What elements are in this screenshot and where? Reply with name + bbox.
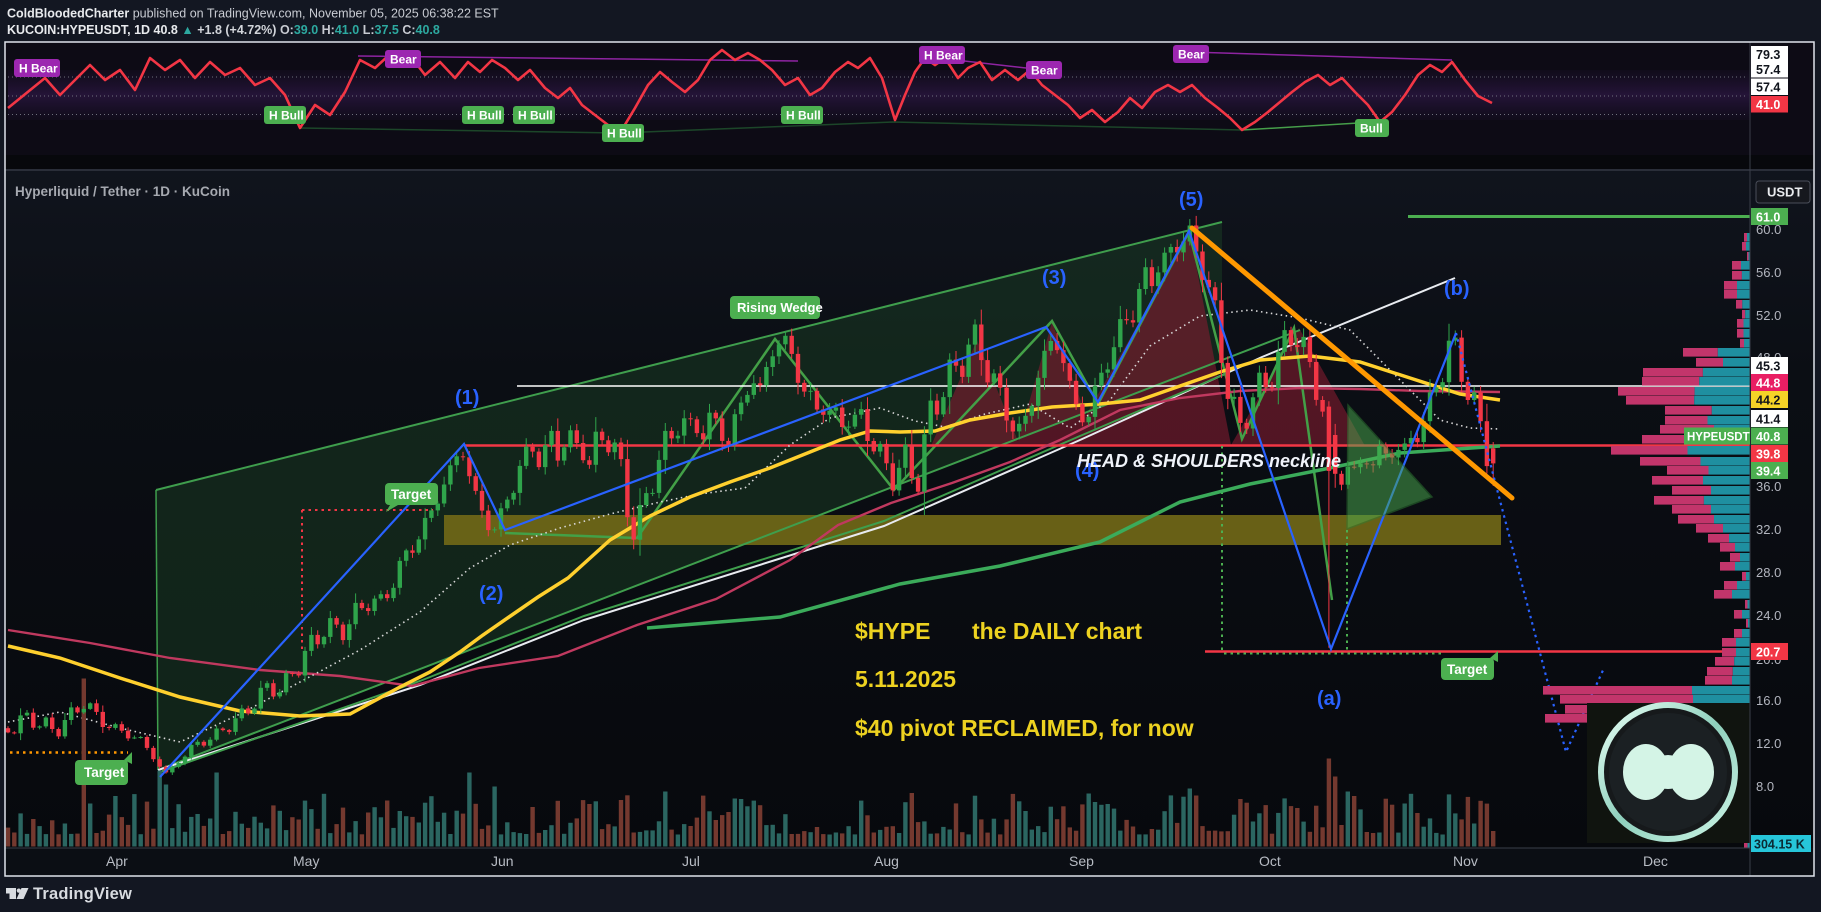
svg-text:(a): (a): [1317, 688, 1341, 710]
svg-text:36.0: 36.0: [1756, 479, 1781, 494]
svg-text:HEAD & SHOULDERS neckline: HEAD & SHOULDERS neckline: [1077, 451, 1341, 471]
svg-text:Bear: Bear: [1178, 48, 1205, 62]
svg-text:Target: Target: [391, 487, 432, 502]
svg-text:Rising Wedge: Rising Wedge: [737, 300, 823, 315]
svg-text:Bear: Bear: [390, 53, 417, 67]
svg-text:20.7: 20.7: [1756, 646, 1780, 660]
svg-text:57.4: 57.4: [1756, 81, 1780, 95]
svg-text:Oct: Oct: [1259, 853, 1281, 869]
svg-text:Bear: Bear: [1031, 64, 1058, 78]
svg-text:41.0: 41.0: [1756, 98, 1780, 112]
svg-text:40.8: 40.8: [1756, 430, 1780, 444]
svg-text:Apr: Apr: [106, 853, 128, 869]
svg-text:(3): (3): [1042, 267, 1066, 289]
svg-text:39.8: 39.8: [1756, 448, 1780, 462]
svg-text:ColdBloodedCharter published o: ColdBloodedCharter published on TradingV…: [7, 7, 499, 21]
svg-text:Jun: Jun: [491, 853, 514, 869]
svg-text:May: May: [293, 853, 319, 869]
svg-text:45.3: 45.3: [1756, 360, 1780, 374]
svg-text:(4): (4): [1075, 460, 1099, 482]
svg-text:H Bull: H Bull: [518, 109, 553, 123]
svg-text:KUCOIN:HYPEUSDT, 1D 40.8 ▲ +1.: KUCOIN:HYPEUSDT, 1D 40.8 ▲ +1.8 (+4.72%)…: [7, 23, 440, 37]
svg-text:(2): (2): [479, 583, 503, 605]
svg-text:the DAILY chart: the DAILY chart: [972, 618, 1142, 644]
svg-text:TradingView: TradingView: [33, 885, 132, 903]
svg-text:Bull: Bull: [1360, 122, 1383, 136]
svg-text:44.8: 44.8: [1756, 377, 1780, 391]
svg-text:H Bull: H Bull: [607, 127, 642, 141]
svg-text:USDT: USDT: [1767, 185, 1802, 200]
svg-text:12.0: 12.0: [1756, 736, 1781, 751]
svg-text:57.4: 57.4: [1756, 63, 1780, 77]
svg-text:Sep: Sep: [1069, 853, 1094, 869]
svg-text:28.0: 28.0: [1756, 565, 1781, 580]
svg-text:41.4: 41.4: [1756, 413, 1780, 427]
svg-text:56.0: 56.0: [1756, 265, 1781, 280]
svg-text:304.15 K: 304.15 K: [1754, 838, 1805, 852]
svg-text:$HYPE: $HYPE: [855, 618, 930, 644]
svg-text:(1): (1): [455, 387, 479, 409]
svg-text:44.2: 44.2: [1756, 394, 1780, 408]
svg-text:39.4: 39.4: [1756, 465, 1780, 479]
svg-text:Target: Target: [84, 765, 125, 780]
svg-text:Nov: Nov: [1453, 853, 1478, 869]
svg-text:H Bull: H Bull: [467, 109, 502, 123]
svg-text:Jul: Jul: [682, 853, 700, 869]
svg-text:Target: Target: [1447, 662, 1488, 677]
svg-text:60.0: 60.0: [1756, 222, 1781, 237]
svg-text:24.0: 24.0: [1756, 608, 1781, 623]
svg-text:79.3: 79.3: [1756, 48, 1780, 62]
svg-text:H Bear: H Bear: [924, 49, 963, 63]
svg-text:52.0: 52.0: [1756, 308, 1781, 323]
svg-text:(5): (5): [1179, 189, 1203, 211]
svg-text:61.0: 61.0: [1756, 211, 1780, 225]
svg-text:H Bear: H Bear: [19, 62, 58, 76]
svg-text:Dec: Dec: [1643, 853, 1668, 869]
svg-text:H Bull: H Bull: [786, 109, 821, 123]
svg-text:32.0: 32.0: [1756, 522, 1781, 537]
svg-text:Aug: Aug: [874, 853, 899, 869]
svg-text:5.11.2025: 5.11.2025: [855, 666, 956, 692]
svg-text:Hyperliquid / Tether · 1D · Ku: Hyperliquid / Tether · 1D · KuCoin: [15, 184, 230, 199]
svg-text:HYPEUSDT: HYPEUSDT: [1687, 432, 1750, 444]
svg-text:(b): (b): [1444, 278, 1470, 300]
svg-text:H Bull: H Bull: [269, 109, 304, 123]
svg-text:16.0: 16.0: [1756, 693, 1781, 708]
svg-text:$40 pivot RECLAIMED, for now: $40 pivot RECLAIMED, for now: [855, 715, 1194, 741]
svg-text:8.0: 8.0: [1756, 779, 1774, 794]
